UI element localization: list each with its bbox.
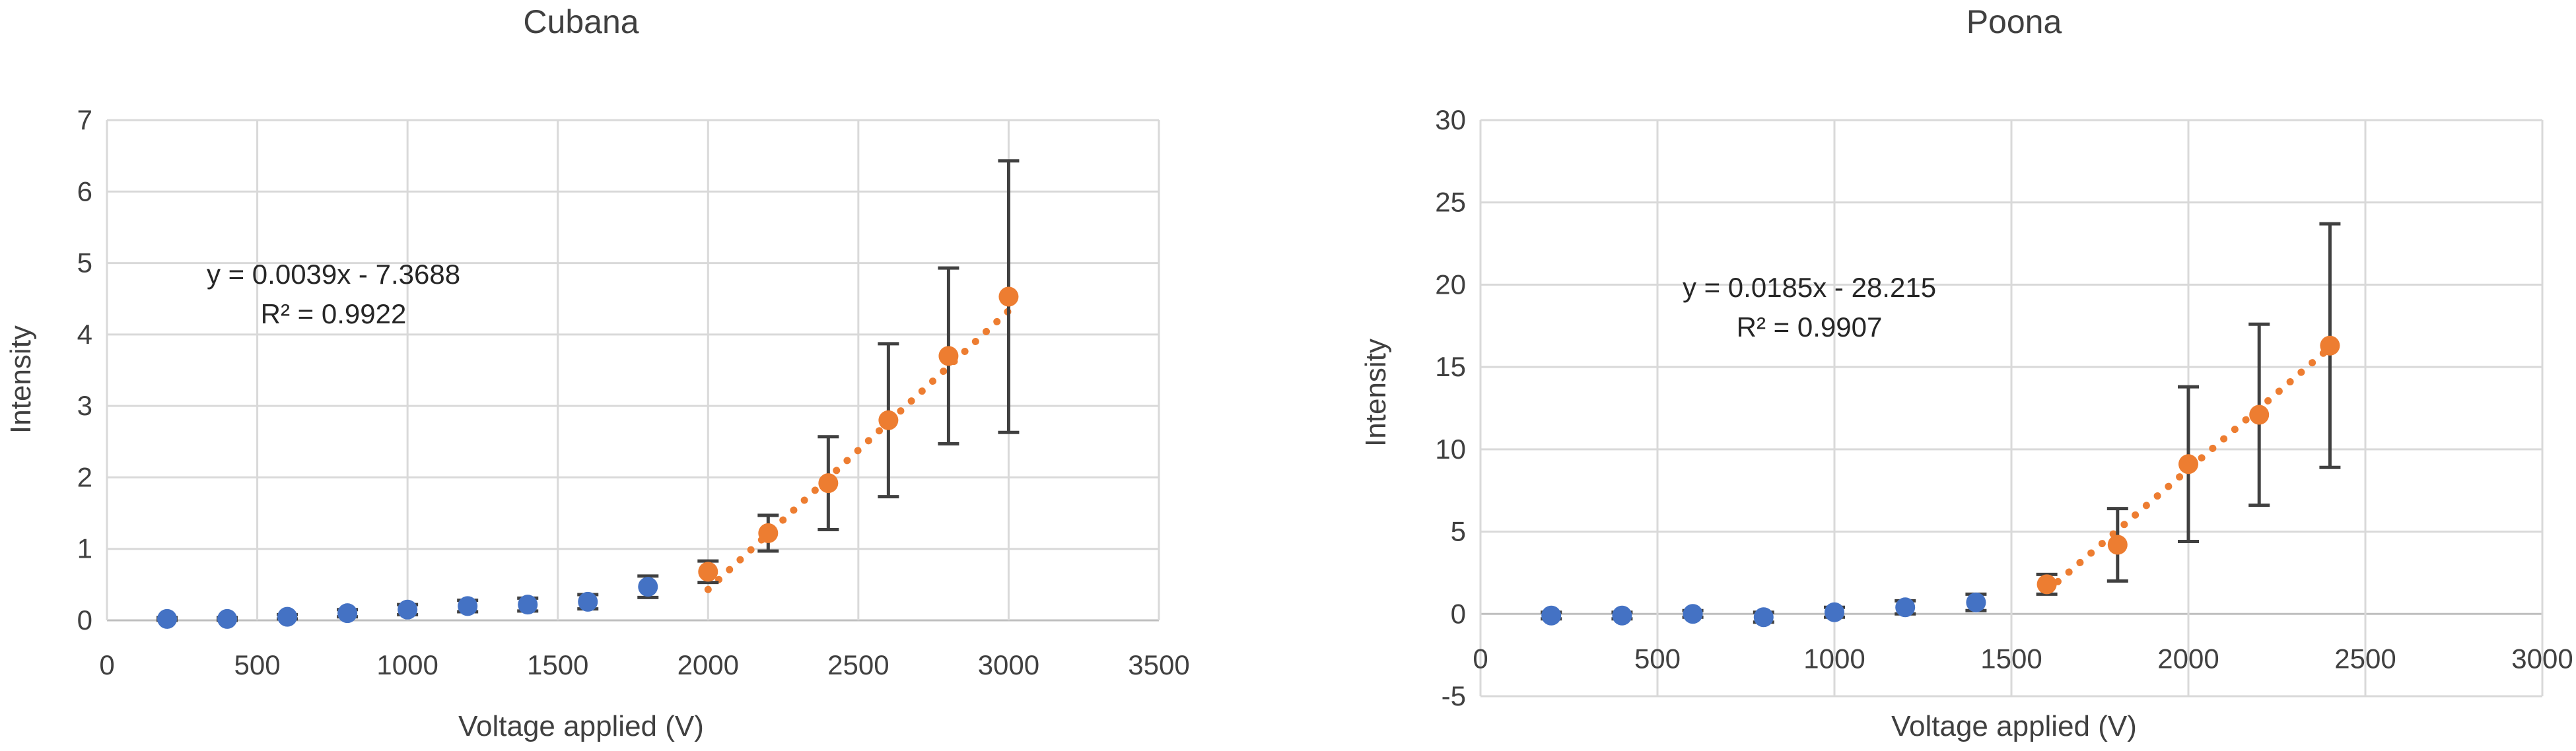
y-tick-label: 1 bbox=[77, 533, 92, 564]
y-tick-label: 2 bbox=[77, 461, 92, 492]
data-point bbox=[998, 286, 1019, 307]
data-point bbox=[157, 608, 178, 629]
data-point bbox=[2107, 535, 2128, 555]
data-point bbox=[1683, 604, 1703, 624]
cubana-chart: Cubana Voltage applied (V) Intensity 0 1 2… bbox=[5, 3, 1190, 742]
r-squared: R² = 0.9922 bbox=[261, 298, 407, 329]
data-point bbox=[1825, 602, 1844, 622]
data-point bbox=[1966, 592, 1986, 612]
data-point bbox=[938, 346, 959, 366]
x-tick-label: 2000 bbox=[2157, 643, 2219, 674]
x-tick-label: 0 bbox=[99, 649, 114, 680]
data-point bbox=[878, 410, 899, 430]
grid bbox=[106, 119, 1160, 622]
y-tick-label: 0 bbox=[77, 604, 92, 636]
data-point bbox=[2320, 335, 2340, 356]
data-point bbox=[638, 577, 658, 597]
y-tick-label: -5 bbox=[1442, 680, 1466, 711]
trendline bbox=[704, 307, 1012, 593]
y-tick-label: 20 bbox=[1435, 269, 1466, 300]
chart-title: Poona bbox=[1967, 3, 2062, 40]
chart-title: Cubana bbox=[523, 3, 639, 40]
y-tick-label: 7 bbox=[77, 104, 92, 135]
data-point bbox=[2249, 405, 2270, 425]
grid bbox=[1479, 119, 2544, 698]
x-tick-label: 1500 bbox=[527, 649, 588, 680]
x-axis-title: Voltage applied (V) bbox=[458, 710, 704, 742]
data-point bbox=[698, 562, 718, 582]
tick-labels: 0 1 2 3 4 5 6 7 0 500 1000 1500 2000 2500 3000 3500 bbox=[77, 104, 1190, 680]
data-point bbox=[1612, 605, 1632, 626]
y-axis-title: Intensity bbox=[5, 325, 37, 434]
data-point bbox=[2036, 574, 2057, 595]
x-tick-label: 2500 bbox=[2334, 643, 2396, 674]
data-point bbox=[578, 591, 598, 612]
data-points bbox=[157, 286, 1019, 629]
y-tick-label: 0 bbox=[1451, 598, 1466, 629]
trend-equation: y = 0.0185x - 28.215 bbox=[1683, 272, 1936, 303]
x-tick-label: 1500 bbox=[1980, 643, 2042, 674]
data-point bbox=[1753, 607, 1774, 628]
data-point bbox=[217, 608, 238, 629]
x-tick-label: 500 bbox=[234, 649, 281, 680]
poona-chart: Poona Voltage applied (V) Intensity -505… bbox=[1360, 3, 2573, 742]
x-tick-label: 3500 bbox=[1128, 649, 1189, 680]
x-tick-label: 2500 bbox=[827, 649, 889, 680]
y-tick-label: 4 bbox=[77, 319, 92, 350]
error-bars bbox=[157, 159, 1020, 622]
y-tick-label: 30 bbox=[1435, 104, 1466, 135]
error-bars bbox=[1541, 222, 2341, 624]
x-axis-title: Voltage applied (V) bbox=[1891, 710, 2137, 742]
y-tick-label: 5 bbox=[77, 247, 92, 278]
y-tick-label: 10 bbox=[1435, 434, 1466, 465]
y-axis-title: Intensity bbox=[1360, 339, 1392, 447]
y-tick-label: 5 bbox=[1451, 516, 1466, 547]
data-point bbox=[2178, 454, 2198, 474]
y-tick-label: 6 bbox=[77, 176, 92, 207]
trend-equation: y = 0.0039x - 7.3688 bbox=[207, 259, 460, 290]
x-tick-label: 1000 bbox=[1803, 643, 1865, 674]
r-squared: R² = 0.9907 bbox=[1737, 311, 1883, 343]
data-points bbox=[1541, 335, 2340, 628]
data-point bbox=[458, 596, 478, 616]
x-tick-label: 3000 bbox=[978, 649, 1039, 680]
trendline-line bbox=[704, 307, 1012, 593]
x-tick-label: 1000 bbox=[376, 649, 438, 680]
data-point bbox=[518, 595, 538, 615]
data-point bbox=[818, 473, 839, 494]
data-point bbox=[1541, 605, 1562, 626]
y-tick-label: 3 bbox=[77, 390, 92, 421]
data-point bbox=[277, 606, 298, 627]
data-point bbox=[758, 523, 779, 543]
y-tick-label: 25 bbox=[1435, 187, 1466, 218]
x-tick-label: 0 bbox=[1473, 643, 1488, 674]
data-point bbox=[337, 603, 358, 624]
x-tick-label: 500 bbox=[1634, 643, 1681, 674]
data-point bbox=[1895, 597, 1916, 618]
x-tick-label: 2000 bbox=[678, 649, 739, 680]
y-tick-label: 15 bbox=[1435, 351, 1466, 382]
data-point bbox=[398, 599, 418, 620]
x-tick-label: 3000 bbox=[2511, 643, 2573, 674]
